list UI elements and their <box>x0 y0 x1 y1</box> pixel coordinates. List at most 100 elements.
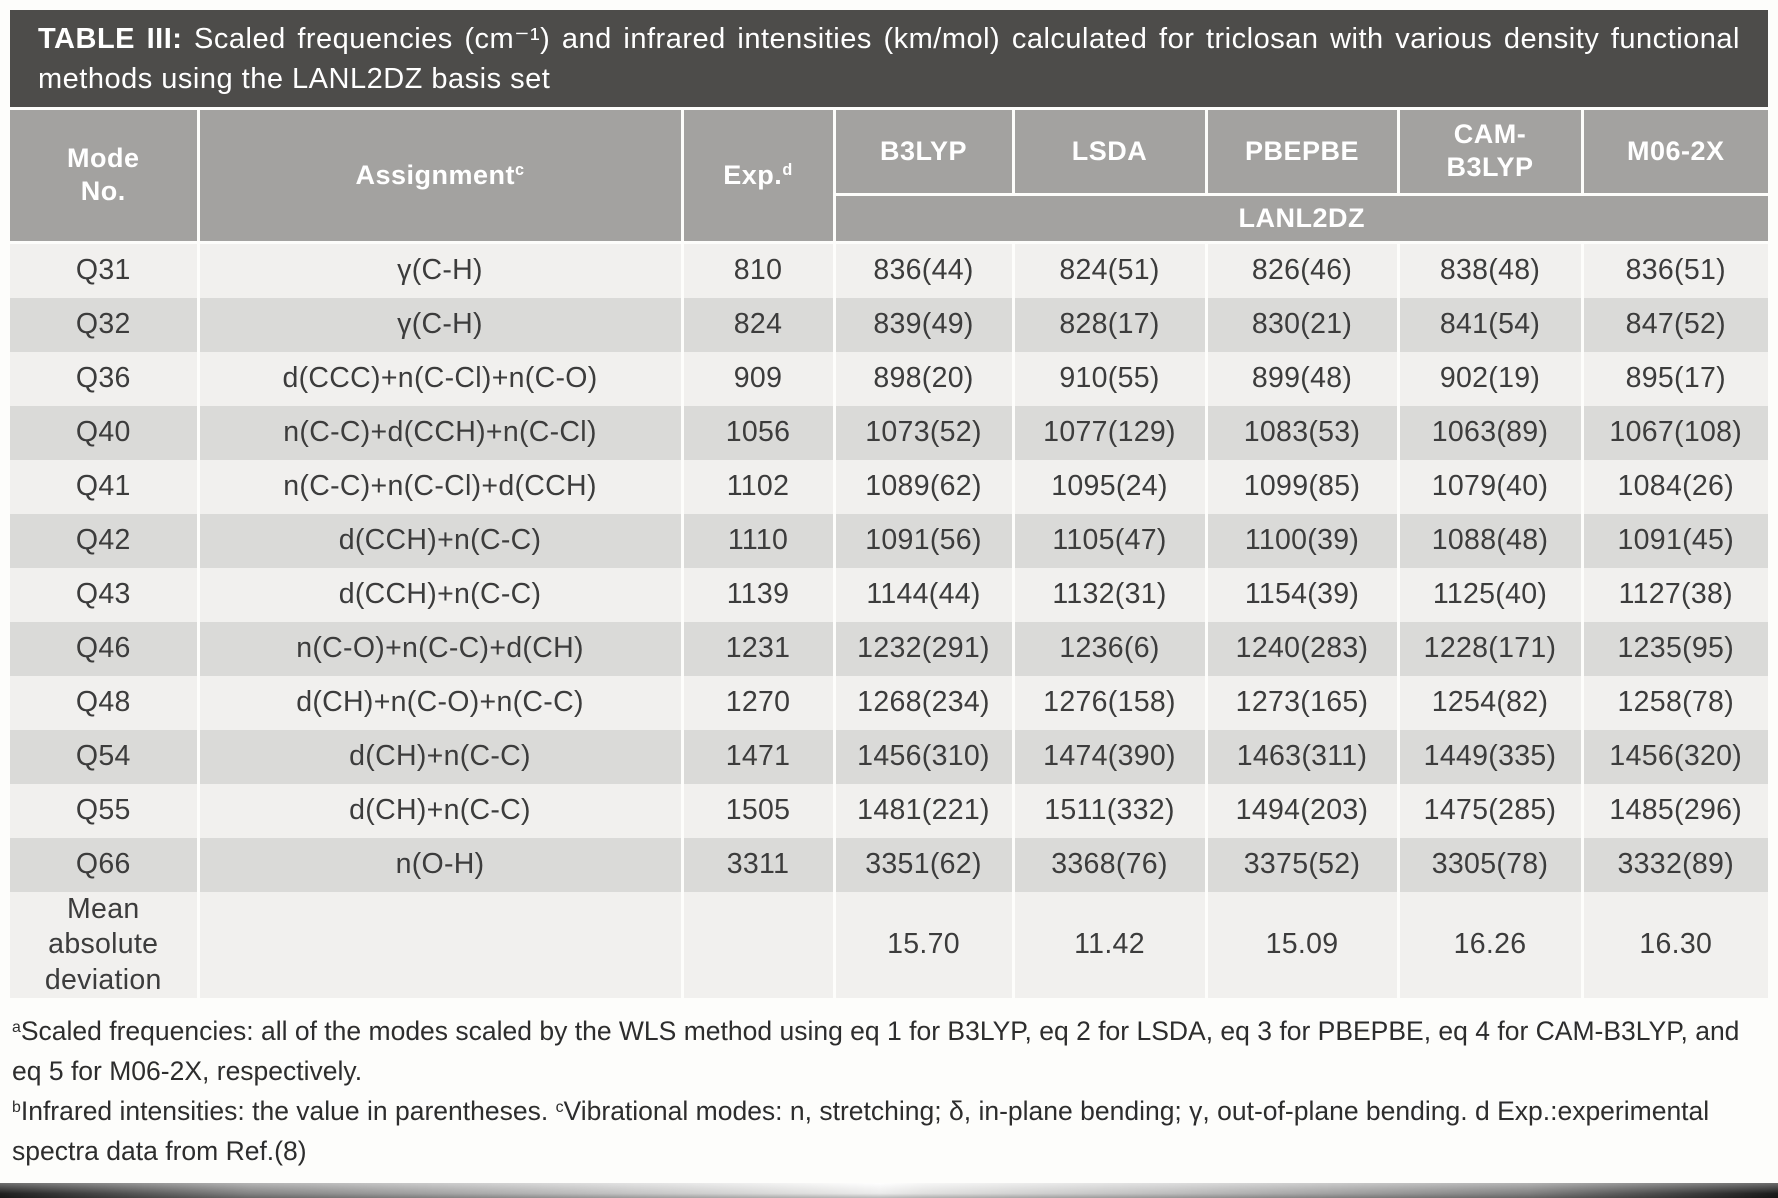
cell-value: 1077(129) <box>1013 405 1208 460</box>
cell-value: 1067(108) <box>1582 405 1768 460</box>
cell-value: 898(20) <box>834 351 1015 406</box>
col-header-assignment: Assignmentc <box>198 110 684 244</box>
cell-value: 1084(26) <box>1582 459 1768 514</box>
cell-mode: Q48 <box>10 675 200 730</box>
subheader-basis-set: LANL2DZ <box>834 194 1768 244</box>
cell-value: 1494(203) <box>1206 783 1400 838</box>
cell-assignment: d(CH)+n(C-O)+n(C-C) <box>198 675 684 730</box>
cell-exp: 1231 <box>682 621 836 676</box>
cell-mode: Q54 <box>10 729 200 784</box>
cell-value: 1127(38) <box>1582 567 1768 622</box>
cell-empty <box>682 891 836 999</box>
cell-value: 15.09 <box>1206 891 1400 999</box>
cell-exp: 1505 <box>682 783 836 838</box>
cell-value: 899(48) <box>1206 351 1400 406</box>
cell-exp: 824 <box>682 297 836 352</box>
table-row: Q66 n(O-H) 3311 3351(62) 3368(76) 3375(5… <box>10 837 1768 892</box>
cell-assignment: d(CCH)+n(C-C) <box>198 513 684 568</box>
cell-value: 3368(76) <box>1013 837 1208 892</box>
table-row: Q55 d(CH)+n(C-C) 1505 1481(221) 1511(332… <box>10 783 1768 838</box>
cell-value: 1091(45) <box>1582 513 1768 568</box>
cell-value: 1481(221) <box>834 783 1015 838</box>
cell-mode: Q46 <box>10 621 200 676</box>
cell-assignment: d(CCH)+n(C-C) <box>198 567 684 622</box>
table-row: Q32 γ(C-H) 824 839(49) 828(17) 830(21) 8… <box>10 297 1768 352</box>
cell-assignment: n(C-O)+n(C-C)+d(CH) <box>198 621 684 676</box>
cell-exp: 810 <box>682 242 836 298</box>
cell-mode: Q42 <box>10 513 200 568</box>
table-title-bar: TABLE III: Scaled frequencies (cm⁻¹) and … <box>10 10 1768 107</box>
cell-mode: Q43 <box>10 567 200 622</box>
cell-mode: Q40 <box>10 405 200 460</box>
cell-value: 1254(82) <box>1398 675 1584 730</box>
cell-value: 1240(283) <box>1206 621 1400 676</box>
table-row: Q43 d(CCH)+n(C-C) 1139 1144(44) 1132(31)… <box>10 567 1768 622</box>
cell-value: 1236(6) <box>1013 621 1208 676</box>
cell-value: 1449(335) <box>1398 729 1584 784</box>
cell-mode: Q55 <box>10 783 200 838</box>
cell-value: 824(51) <box>1013 242 1208 298</box>
cell-value: 1089(62) <box>834 459 1015 514</box>
cell-value: 1273(165) <box>1206 675 1400 730</box>
cell-value: 1083(53) <box>1206 405 1400 460</box>
header-row-methods: Mode No. Assignmentc Exp.d B3LYP LSDA PB… <box>10 110 1768 244</box>
cell-value: 1235(95) <box>1582 621 1768 676</box>
header-row-basis: LANL2DZ <box>10 194 1768 244</box>
cell-assignment: γ(C-H) <box>198 297 684 352</box>
cell-value: 1079(40) <box>1398 459 1584 514</box>
table-row: Q40 n(C-C)+d(CCH)+n(C-Cl) 1056 1073(52) … <box>10 405 1768 460</box>
cell-value: 1228(171) <box>1398 621 1584 676</box>
col-header-b3lyp: B3LYP <box>834 110 1015 196</box>
cell-exp: 1139 <box>682 567 836 622</box>
table-row: Q36 d(CCC)+n(C-Cl)+n(C-O) 909 898(20) 91… <box>10 351 1768 406</box>
cell-value: 1144(44) <box>834 567 1015 622</box>
cell-value: 1463(311) <box>1206 729 1400 784</box>
footnote-b: bInfrared intensities: the value in pare… <box>12 1096 1710 1167</box>
cell-value: 841(54) <box>1398 297 1584 352</box>
cell-value: 847(52) <box>1582 297 1768 352</box>
cell-value: 1268(234) <box>834 675 1015 730</box>
cell-value: 1063(89) <box>1398 405 1584 460</box>
cell-assignment: d(CH)+n(C-C) <box>198 729 684 784</box>
cell-assignment: γ(C-H) <box>198 242 684 298</box>
cell-value: 910(55) <box>1013 351 1208 406</box>
cell-value: 16.30 <box>1582 891 1768 999</box>
cell-assignment: n(C-C)+d(CCH)+n(C-Cl) <box>198 405 684 460</box>
cell-assignment: d(CCC)+n(C-Cl)+n(C-O) <box>198 351 684 406</box>
cell-value: 1125(40) <box>1398 567 1584 622</box>
cell-value: 895(17) <box>1582 351 1768 406</box>
cell-value: 1088(48) <box>1398 513 1584 568</box>
table-row: Q31 γ(C-H) 810 836(44) 824(51) 826(46) 8… <box>10 242 1768 298</box>
cell-value: 1456(310) <box>834 729 1015 784</box>
cell-value: 1258(78) <box>1582 675 1768 730</box>
cell-value: 830(21) <box>1206 297 1400 352</box>
cell-value: 839(49) <box>834 297 1015 352</box>
col-header-pbepbe: PBEPBE <box>1206 110 1400 196</box>
cell-mode: Q36 <box>10 351 200 406</box>
col-header-cam-b3lyp: CAM-B3LYP <box>1398 110 1584 196</box>
cell-mode: Q41 <box>10 459 200 514</box>
cell-value: 838(48) <box>1398 242 1584 298</box>
cell-value: 1091(56) <box>834 513 1015 568</box>
cell-mode: Q32 <box>10 297 200 352</box>
cell-value: 15.70 <box>834 891 1015 999</box>
cell-mode: Q31 <box>10 242 200 298</box>
cell-exp: 3311 <box>682 837 836 892</box>
table-row: Q42 d(CCH)+n(C-C) 1110 1091(56) 1105(47)… <box>10 513 1768 568</box>
cell-value: 1276(158) <box>1013 675 1208 730</box>
cell-value: 1475(285) <box>1398 783 1584 838</box>
cell-value: 3305(78) <box>1398 837 1584 892</box>
table-row: Q46 n(C-O)+n(C-C)+d(CH) 1231 1232(291) 1… <box>10 621 1768 676</box>
cell-value: 1485(296) <box>1582 783 1768 838</box>
cell-value: 1100(39) <box>1206 513 1400 568</box>
cell-exp: 1056 <box>682 405 836 460</box>
cell-exp: 1471 <box>682 729 836 784</box>
cell-value: 3375(52) <box>1206 837 1400 892</box>
cell-value: 3351(62) <box>834 837 1015 892</box>
cell-exp: 1110 <box>682 513 836 568</box>
cell-value: 1474(390) <box>1013 729 1208 784</box>
table-row: Q48 d(CH)+n(C-O)+n(C-C) 1270 1268(234) 1… <box>10 675 1768 730</box>
cell-assignment: n(O-H) <box>198 837 684 892</box>
table-row: Q41 n(C-C)+n(C-Cl)+d(CCH) 1102 1089(62) … <box>10 459 1768 514</box>
